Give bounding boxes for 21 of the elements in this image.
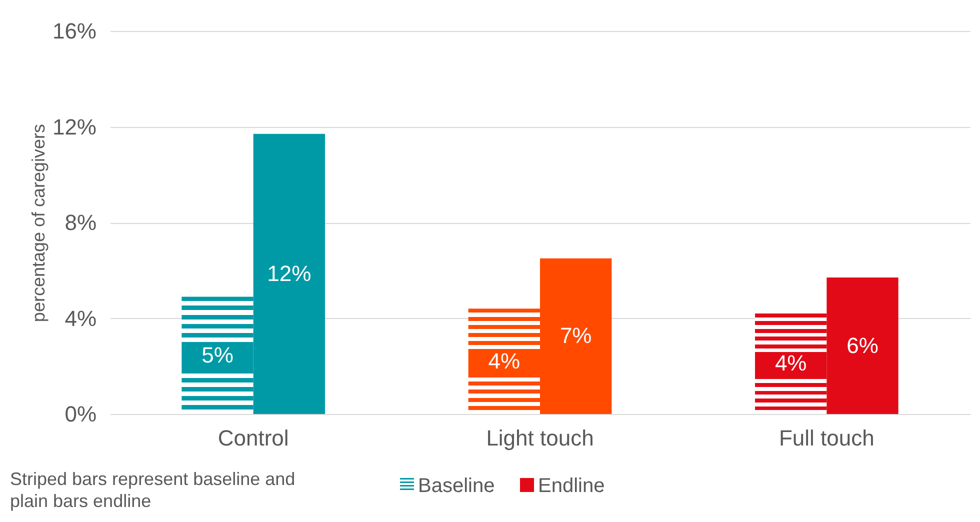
data-label: 12%: [267, 260, 312, 286]
text: Striped bars represent baseline and plain bars endline: [10, 469, 296, 511]
legend-label: Endline: [538, 475, 605, 497]
y-tick-label: 8%: [64, 210, 96, 235]
y-tick-label: 12%: [52, 114, 96, 140]
bar: [826, 278, 898, 414]
data-label: 4%: [774, 350, 807, 376]
data-label: 7%: [560, 323, 592, 348]
y-tick-label: 0%: [64, 402, 96, 426]
y-tick-label: 16%: [52, 18, 96, 44]
bar: [253, 134, 325, 414]
y-axis-title: percentage of caregivers: [28, 124, 48, 322]
x-tick-label: Full touch: [778, 426, 874, 450]
y-tick-label: 4%: [64, 306, 96, 331]
x-tick-label: Light touch: [486, 426, 594, 450]
data-label: 6%: [846, 332, 878, 358]
data-label: 4%: [488, 348, 520, 374]
legend-label: Baseline: [418, 475, 495, 497]
data-label: 5%: [202, 342, 234, 368]
x-tick-label: Control: [218, 426, 289, 450]
bar: [540, 258, 612, 414]
